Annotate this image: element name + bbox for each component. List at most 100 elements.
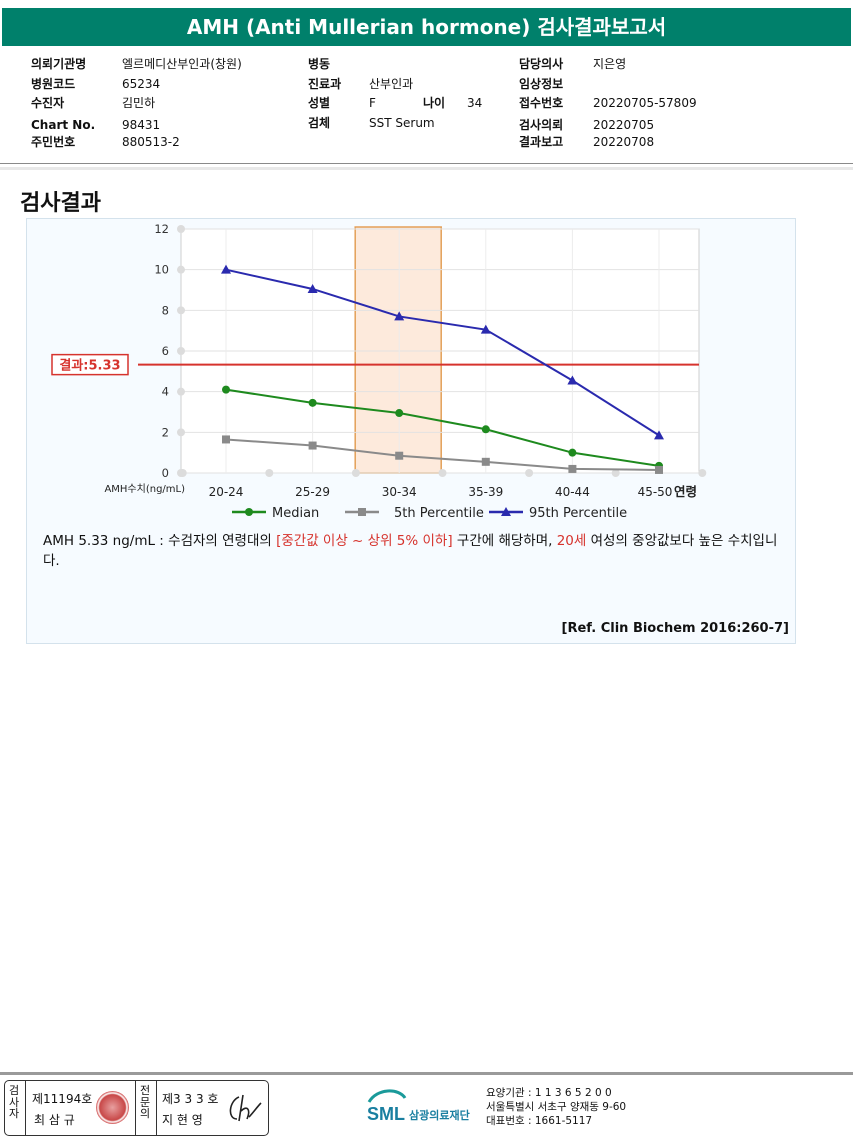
- x-tick-label: 35-39: [468, 485, 503, 499]
- data-point: [222, 385, 230, 394]
- y-tick-label: 8: [162, 303, 169, 317]
- result-label-box: [51, 353, 129, 376]
- legend-marker: [358, 508, 366, 516]
- x-tick-label: 45-50: [638, 485, 673, 499]
- x-axis-label: 연령: [674, 484, 697, 499]
- axis-dot: [177, 347, 185, 355]
- info-col-1: 의뢰기관명 엘르메디산부인과(창원) 병원코드 65234 수진자 김민하 Chart…: [31, 55, 281, 153]
- info-value: 산부인과: [369, 76, 414, 91]
- desc-part: 여성의 중앙값보다 높은 수치입니다.: [43, 533, 778, 569]
- divider: [25, 1081, 26, 1135]
- result-label: 결과:5.33: [59, 358, 120, 374]
- data-point: [568, 464, 577, 473]
- result-description: AMH 5.33 ng/mL : 수검자의 연령대의 [중간값 이상 ~ 상위 …: [43, 531, 788, 571]
- org-logo: SML 삼광의료재단: [365, 1086, 483, 1134]
- amh-chart: 0 2 4 6 8 10 12 결과:5.33 20-24 25-29 30-34 35-39 40-4…: [51, 222, 707, 521]
- chart-panel: 0 2 4 6 8 10 12 결과:5.33 20-24 25-29 30-34 35-39 40-4…: [26, 218, 796, 644]
- info-value: 김민하: [122, 96, 156, 110]
- info-label: 병동: [308, 57, 331, 71]
- info-value: 지은영: [593, 57, 627, 71]
- desc-part: 구간에 해당하며,: [452, 533, 557, 549]
- axis-dot: [178, 469, 187, 477]
- divider: [0, 167, 853, 170]
- age-label: 나이: [423, 96, 446, 110]
- y-tick-label: 0: [162, 466, 169, 480]
- divider: [0, 163, 853, 164]
- axis-dot: [177, 306, 185, 315]
- data-point: [568, 448, 577, 457]
- legend-label: 95th Percentile: [529, 506, 627, 521]
- org-address: 요양기관 : 1 1 3 6 5 2 0 0 서울특별시 서초구 양재동 9-6…: [486, 1086, 626, 1128]
- data-point: [221, 264, 231, 274]
- info-value: 20220708: [593, 135, 655, 149]
- series-line: [225, 438, 660, 471]
- x-tick-label: 40-44: [555, 485, 590, 499]
- data-point: [395, 409, 404, 418]
- info-label: 담당의사: [519, 57, 564, 71]
- info-value: 65234: [122, 76, 161, 91]
- confirmer-label: 전문의: [139, 1084, 151, 1120]
- axis-dot: [177, 428, 185, 437]
- x-tick-label: 25-29: [295, 485, 330, 499]
- info-label: 의뢰기관명: [31, 57, 87, 71]
- data-point: [307, 283, 318, 293]
- axis-dot: [177, 265, 185, 274]
- axis-dot: [525, 469, 534, 477]
- legend-marker: [245, 508, 253, 516]
- x-tick-label: 30-34: [382, 485, 417, 499]
- org-line: 요양기관 : 1 1 3 6 5 2 0 0: [486, 1087, 612, 1099]
- divider: [135, 1081, 136, 1135]
- y-axis-label: AMH수치(ng/mL): [104, 483, 185, 495]
- legend-label: 5th Percentile: [394, 506, 484, 521]
- axis-dot: [611, 469, 620, 477]
- y-tick-label: 10: [154, 263, 169, 277]
- info-label: 접수번호: [519, 96, 564, 110]
- y-tick-label: 4: [162, 385, 169, 399]
- info-value: 880513-2: [122, 135, 180, 149]
- report-title: AMH (Anti Mullerian hormone) 검사결과보고서: [2, 8, 851, 46]
- series-line: [225, 388, 660, 467]
- info-value: 20220705-57809: [593, 96, 697, 110]
- desc-part: AMH 5.33 ng/mL : 수검자의 연령대의: [43, 533, 277, 549]
- info-label: 주민번호: [31, 135, 76, 149]
- signature-icon: [229, 1094, 262, 1122]
- info-value: 엘르메디산부인과(창원): [122, 57, 242, 71]
- age-value: 34: [467, 96, 483, 110]
- signature-box: 검사자 제11194호 최 삼 규 전문의 제3 3 3 호 지 현 영: [4, 1080, 269, 1136]
- data-point: [308, 441, 317, 450]
- axis-dot: [438, 469, 447, 477]
- info-label: 검체: [308, 115, 331, 130]
- y-tick-label: 2: [162, 425, 169, 439]
- data-point: [481, 425, 490, 434]
- info-value: SST Serum: [369, 115, 435, 130]
- sml-logo-icon: SML 삼광의료재단: [367, 1089, 470, 1124]
- data-point: [481, 457, 490, 466]
- org-line: 서울특별시 서초구 양재동 9-60: [486, 1101, 627, 1113]
- y-tick-label: 12: [154, 222, 169, 236]
- axis-dot: [177, 387, 185, 396]
- divider: [0, 1072, 853, 1075]
- axis-dot: [698, 469, 707, 477]
- axis-dot: [177, 225, 185, 233]
- confirmer-number: 제3 3 3 호: [162, 1092, 219, 1106]
- examiner-label: 검사자: [8, 1084, 20, 1120]
- info-label: 병원코드: [31, 76, 76, 91]
- info-label: Chart No.: [31, 117, 96, 132]
- info-value: 98431: [122, 117, 161, 132]
- examiner-number: 제11194호: [32, 1092, 93, 1106]
- section-title: 검사결과: [20, 191, 101, 216]
- org-line: 대표번호 : 1661-5117: [486, 1115, 593, 1127]
- info-label: 결과보고: [519, 135, 564, 149]
- data-point: [654, 430, 664, 440]
- desc-highlight-age: 20세: [556, 533, 587, 549]
- series-line: [225, 268, 660, 437]
- data-point: [394, 311, 405, 321]
- data-point: [480, 324, 491, 334]
- divider: [156, 1081, 157, 1135]
- x-tick-label: 20-24: [209, 485, 244, 499]
- examiner-name: 최 삼 규: [34, 1113, 75, 1127]
- org-name: 삼광의료재단: [409, 1108, 470, 1122]
- data-point: [222, 435, 230, 444]
- info-value: F: [369, 96, 376, 110]
- info-col-3: 담당의사 지은영 임상정보 접수번호 20220705-57809 검사의뢰 2022…: [519, 55, 719, 153]
